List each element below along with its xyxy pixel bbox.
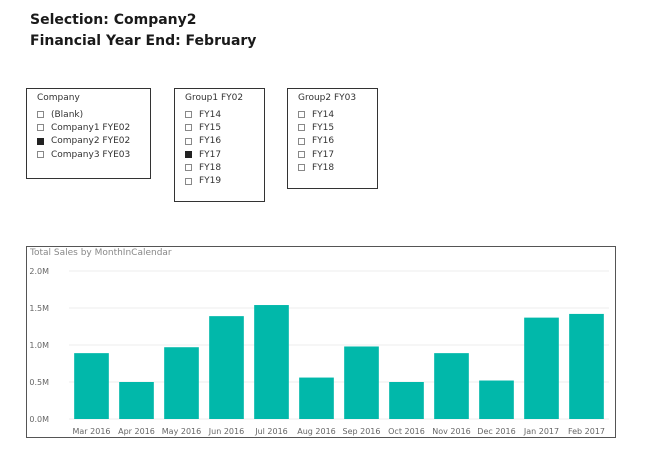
bar[interactable] bbox=[299, 377, 334, 419]
slicer-option-label: FY14 bbox=[312, 109, 335, 120]
slicer-title: Group1 FY02 bbox=[185, 93, 244, 103]
checkbox[interactable] bbox=[298, 124, 305, 132]
checkbox[interactable] bbox=[298, 111, 305, 119]
checkbox[interactable] bbox=[185, 111, 192, 119]
checkbox[interactable] bbox=[185, 124, 192, 132]
x-tick-label: Sep 2016 bbox=[343, 427, 381, 436]
x-tick-label: Oct 2016 bbox=[388, 427, 425, 436]
x-tick-label: Jul 2016 bbox=[254, 427, 288, 436]
slicer-option-label: FY17 bbox=[312, 149, 335, 160]
x-tick-label: Feb 2017 bbox=[568, 427, 605, 436]
y-tick-label: 0.5M bbox=[29, 378, 49, 387]
bar[interactable] bbox=[344, 346, 379, 419]
y-tick-label: 1.5M bbox=[29, 304, 49, 313]
slicer-option-label: FY16 bbox=[199, 136, 222, 147]
slicer-option-label: (Blank) bbox=[51, 109, 84, 120]
slicer-option[interactable]: FY16 bbox=[298, 135, 334, 148]
x-tick-label: Nov 2016 bbox=[432, 427, 471, 436]
slicer-option[interactable]: FY18 bbox=[185, 161, 221, 174]
slicer-option[interactable]: Company1 FYE02 bbox=[37, 121, 130, 134]
bar[interactable] bbox=[434, 353, 469, 419]
bar[interactable] bbox=[479, 380, 514, 419]
bar[interactable] bbox=[119, 382, 154, 419]
x-tick-label: Dec 2016 bbox=[477, 427, 515, 436]
y-tick-label: 0.0M bbox=[29, 415, 49, 424]
checkbox[interactable] bbox=[298, 164, 305, 172]
slicer-option-label: Company3 FYE03 bbox=[51, 149, 131, 160]
slicer-option-label: FY15 bbox=[312, 122, 335, 133]
bar[interactable] bbox=[74, 353, 109, 419]
x-tick-label: Jun 2016 bbox=[208, 427, 244, 436]
x-tick-label: May 2016 bbox=[162, 427, 201, 436]
total-sales-chart[interactable]: Total Sales by MonthInCalendar 0.0M 0.5M 1… bbox=[26, 246, 616, 438]
slicer-option-label: FY16 bbox=[312, 136, 335, 147]
slicer-option-label: Company2 FYE02 bbox=[51, 136, 131, 147]
bar[interactable] bbox=[524, 317, 559, 419]
bar[interactable] bbox=[569, 313, 604, 419]
slicer-option[interactable]: Company3 FYE03 bbox=[37, 148, 130, 161]
slicer-option-label: FY19 bbox=[199, 176, 222, 187]
checkbox[interactable] bbox=[185, 164, 192, 172]
slicer-title: Company bbox=[37, 93, 80, 103]
bar[interactable] bbox=[389, 382, 424, 419]
checkbox[interactable] bbox=[298, 137, 305, 145]
slicer-option-label: Company1 FYE02 bbox=[51, 122, 131, 133]
selection-heading: Selection: Company2 bbox=[30, 12, 197, 28]
slicer-option[interactable]: FY14 bbox=[185, 108, 221, 121]
company-slicer: Company (Blank) Company1 FYE02 Company2 FY… bbox=[26, 88, 151, 179]
slicer-option[interactable]: FY15 bbox=[185, 121, 221, 134]
x-tick-label: Mar 2016 bbox=[73, 427, 111, 436]
slicer-option[interactable]: FY14 bbox=[298, 108, 334, 121]
slicer-option-label: FY14 bbox=[199, 109, 222, 120]
checkbox[interactable] bbox=[185, 177, 192, 185]
slicer-option[interactable]: FY16 bbox=[185, 135, 221, 148]
chart-title: Total Sales by MonthInCalendar bbox=[30, 248, 172, 258]
checkbox[interactable] bbox=[185, 137, 192, 145]
slicer-option-label: FY18 bbox=[312, 162, 335, 173]
slicer-option[interactable]: FY15 bbox=[298, 121, 334, 134]
slicer-option-label: FY18 bbox=[199, 162, 222, 173]
bar[interactable] bbox=[209, 316, 244, 419]
slicer-option[interactable]: Company2 FYE02 bbox=[37, 135, 130, 148]
slicer-option-label: FY15 bbox=[199, 122, 222, 133]
x-tick-label: Jan 2017 bbox=[523, 427, 559, 436]
slicer-option[interactable]: (Blank) bbox=[37, 108, 130, 121]
slicer-option[interactable]: FY19 bbox=[185, 174, 221, 187]
slicer-option-label: FY17 bbox=[199, 149, 222, 160]
group2-fy03-slicer: Group2 FY03 FY14 FY15 FY16 FY17 FY18 bbox=[287, 88, 378, 189]
slicer-option[interactable]: FY18 bbox=[298, 161, 334, 174]
y-tick-label: 1.0M bbox=[29, 341, 49, 350]
checkbox[interactable] bbox=[37, 151, 44, 159]
x-tick-label: Apr 2016 bbox=[118, 427, 155, 436]
slicer-option[interactable]: FY17 bbox=[298, 148, 334, 161]
bar[interactable] bbox=[164, 347, 199, 419]
financial-year-end-heading: Financial Year End: February bbox=[30, 33, 257, 49]
bar[interactable] bbox=[254, 305, 289, 419]
checkbox[interactable] bbox=[37, 124, 44, 132]
checkbox[interactable] bbox=[298, 151, 305, 159]
group1-fy02-slicer: Group1 FY02 FY14 FY15 FY16 FY17 FY18 FY19 bbox=[174, 88, 265, 202]
x-tick-label: Aug 2016 bbox=[297, 427, 336, 436]
slicer-title: Group2 FY03 bbox=[298, 93, 357, 103]
chart-canvas: 0.0M 0.5M 1.0M 1.5M 2.0M Mar 2016 Apr 2016 May … bbox=[29, 267, 609, 436]
checked-checkbox[interactable] bbox=[37, 137, 44, 145]
checked-checkbox[interactable] bbox=[185, 151, 192, 159]
y-tick-label: 2.0M bbox=[29, 267, 49, 276]
slicer-option[interactable]: FY17 bbox=[185, 148, 221, 161]
checkbox[interactable] bbox=[37, 111, 44, 119]
